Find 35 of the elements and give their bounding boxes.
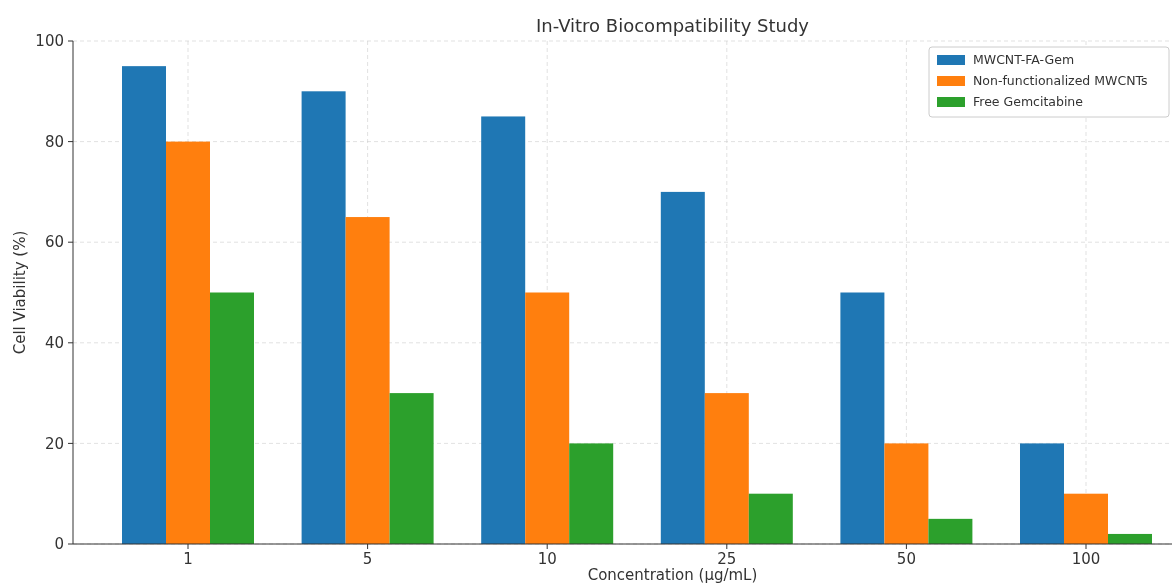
y-tick-label: 20 <box>44 434 64 453</box>
bar <box>569 443 614 544</box>
bar <box>748 493 793 544</box>
bar <box>1064 493 1108 544</box>
bar <box>166 141 210 544</box>
x-axis-title: Concentration (µg/mL) <box>587 566 758 584</box>
bar <box>704 393 749 544</box>
bar <box>389 393 434 544</box>
x-tick-label: 5 <box>362 550 373 568</box>
bar <box>122 66 166 544</box>
x-tick-label: 25 <box>717 550 737 568</box>
y-axis-title: Cell Viability (%) <box>11 230 29 355</box>
y-tick-label: 0 <box>54 535 64 554</box>
y-tick-label: 40 <box>44 334 64 353</box>
bar <box>884 443 929 544</box>
y-tick-label: 100 <box>35 32 64 51</box>
bar <box>301 91 346 544</box>
legend-label: Free Gemcitabine <box>973 94 1084 109</box>
x-tick-label: 50 <box>896 550 916 568</box>
x-tick-label: 10 <box>537 550 557 568</box>
legend-label: Non-functionalized MWCNTs <box>973 73 1148 88</box>
y-tick-label: 80 <box>44 132 64 151</box>
bar <box>840 292 885 544</box>
bar <box>660 191 705 544</box>
x-tick-label: 1 <box>183 550 193 568</box>
bar <box>210 292 254 544</box>
y-tick-label: 60 <box>44 233 64 252</box>
bar <box>481 116 526 544</box>
bar <box>928 518 973 544</box>
bar <box>525 292 570 544</box>
bar <box>345 217 390 544</box>
bar <box>1020 443 1064 544</box>
chart-title: In-Vitro Biocompatibility Study <box>535 15 810 36</box>
legend-label: MWCNT-FA-Gem <box>973 52 1075 67</box>
x-tick-label: 100 <box>1071 550 1101 568</box>
